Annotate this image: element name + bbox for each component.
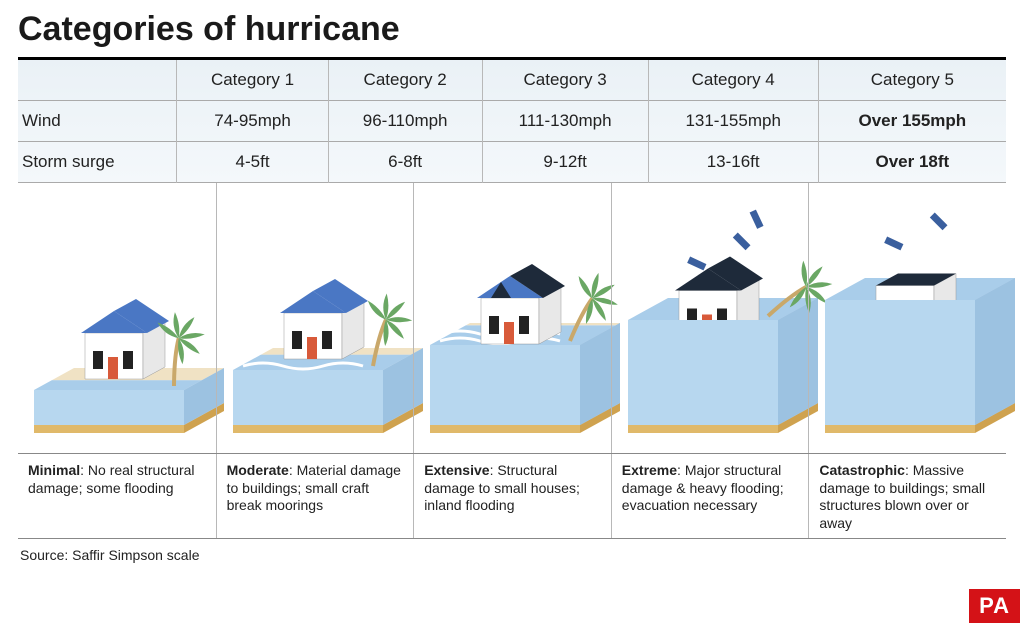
desc-1: Minimal: No real structural damage; some… (18, 454, 216, 538)
colon: : (80, 462, 88, 478)
iso-scene-2 (223, 195, 403, 445)
header-row: Category 1 Category 2 Category 3 Categor… (18, 60, 1006, 101)
wind-5: Over 155mph (818, 101, 1006, 142)
header-cat1: Category 1 (177, 60, 328, 101)
surge-3: 9-12ft (482, 142, 648, 183)
desc-2: Moderate: Material damage to buildings; … (216, 454, 414, 538)
panel-cat5 (808, 183, 1006, 453)
header-cat3: Category 3 (482, 60, 648, 101)
colon: : (905, 462, 913, 478)
description-row: Minimal: No real structural damage; some… (18, 453, 1006, 538)
panel-cat2 (216, 183, 414, 453)
panel-cat4 (611, 183, 809, 453)
sev-1: Minimal (28, 462, 80, 478)
desc-5: Catastrophic: Massive damage to building… (808, 454, 1006, 538)
category-table: Category 1 Category 2 Category 3 Categor… (18, 60, 1006, 183)
surge-1: 4-5ft (177, 142, 328, 183)
surge-5: Over 18ft (818, 142, 1006, 183)
header-cat5: Category 5 (818, 60, 1006, 101)
sev-3: Extensive (424, 462, 489, 478)
wind-2: 96-110mph (328, 101, 482, 142)
desc-3: Extensive: Structural damage to small ho… (413, 454, 611, 538)
sev-2: Moderate (227, 462, 289, 478)
pa-badge: PA (969, 589, 1020, 623)
page-title: Categories of hurricane (18, 10, 1006, 49)
header-cat2: Category 2 (328, 60, 482, 101)
colon: : (289, 462, 297, 478)
sev-5: Catastrophic (819, 462, 905, 478)
infographic: Categories of hurricane Category 1 Categ… (0, 0, 1024, 627)
header-cat4: Category 4 (648, 60, 818, 101)
wind-4: 131-155mph (648, 101, 818, 142)
wind-3: 111-130mph (482, 101, 648, 142)
iso-scene-4 (618, 195, 798, 445)
surge-2: 6-8ft (328, 142, 482, 183)
source-line: Source: Saffir Simpson scale (18, 538, 1006, 563)
iso-scene-5 (815, 195, 995, 445)
wind-1: 74-95mph (177, 101, 328, 142)
wind-row: Wind 74-95mph 96-110mph 111-130mph 131-1… (18, 101, 1006, 142)
iso-scene-3 (420, 195, 600, 445)
surge-4: 13-16ft (648, 142, 818, 183)
surge-label: Storm surge (18, 142, 177, 183)
desc-4: Extreme: Major structural damage & heavy… (611, 454, 809, 538)
panel-cat3 (413, 183, 611, 453)
sev-4: Extreme (622, 462, 677, 478)
panel-cat1 (18, 183, 216, 453)
wind-label: Wind (18, 101, 177, 142)
illustration-row (18, 183, 1006, 453)
colon: : (677, 462, 685, 478)
surge-row: Storm surge 4-5ft 6-8ft 9-12ft 13-16ft O… (18, 142, 1006, 183)
iso-scene-1 (24, 195, 204, 445)
header-blank (18, 60, 177, 101)
